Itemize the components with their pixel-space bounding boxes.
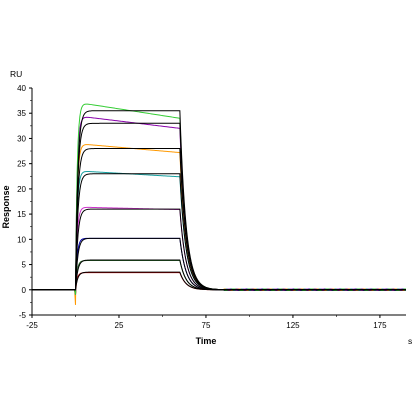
x-tick-label: 75 bbox=[202, 321, 211, 330]
y-tick-label: 0 bbox=[22, 286, 27, 295]
fit-line bbox=[32, 259, 406, 291]
y-unit-label: RU bbox=[10, 69, 22, 79]
x-unit-label: s bbox=[408, 336, 412, 346]
y-tick-label: 15 bbox=[17, 210, 26, 219]
fit-line bbox=[32, 237, 406, 291]
y-tick-label: 25 bbox=[17, 160, 26, 169]
fit-line bbox=[32, 208, 406, 291]
x-tick-label: 25 bbox=[115, 321, 124, 330]
series-line bbox=[32, 144, 406, 305]
y-tick-label: 35 bbox=[17, 109, 26, 118]
fit-line bbox=[32, 148, 406, 291]
y-tick-label: 30 bbox=[17, 134, 26, 143]
series-line bbox=[32, 237, 406, 295]
series-line bbox=[32, 103, 406, 295]
y-axis-title: Response bbox=[1, 185, 11, 228]
y-tick-label: 10 bbox=[17, 235, 26, 244]
y-tick-label: -5 bbox=[19, 311, 27, 320]
fit-line bbox=[32, 122, 406, 291]
y-tick-label: 40 bbox=[17, 84, 26, 93]
fit-line bbox=[32, 110, 406, 291]
x-axis-title: Time bbox=[196, 336, 217, 346]
y-tick-label: 5 bbox=[22, 261, 27, 270]
x-tick-label: -25 bbox=[26, 321, 38, 330]
y-tick-label: 20 bbox=[17, 185, 26, 194]
fit-line bbox=[32, 271, 406, 291]
series-line bbox=[32, 171, 406, 295]
series-line bbox=[32, 206, 406, 295]
series-line bbox=[32, 116, 406, 295]
x-tick-label: 125 bbox=[286, 321, 300, 330]
x-tick-label: 175 bbox=[373, 321, 387, 330]
series-line bbox=[32, 272, 406, 295]
